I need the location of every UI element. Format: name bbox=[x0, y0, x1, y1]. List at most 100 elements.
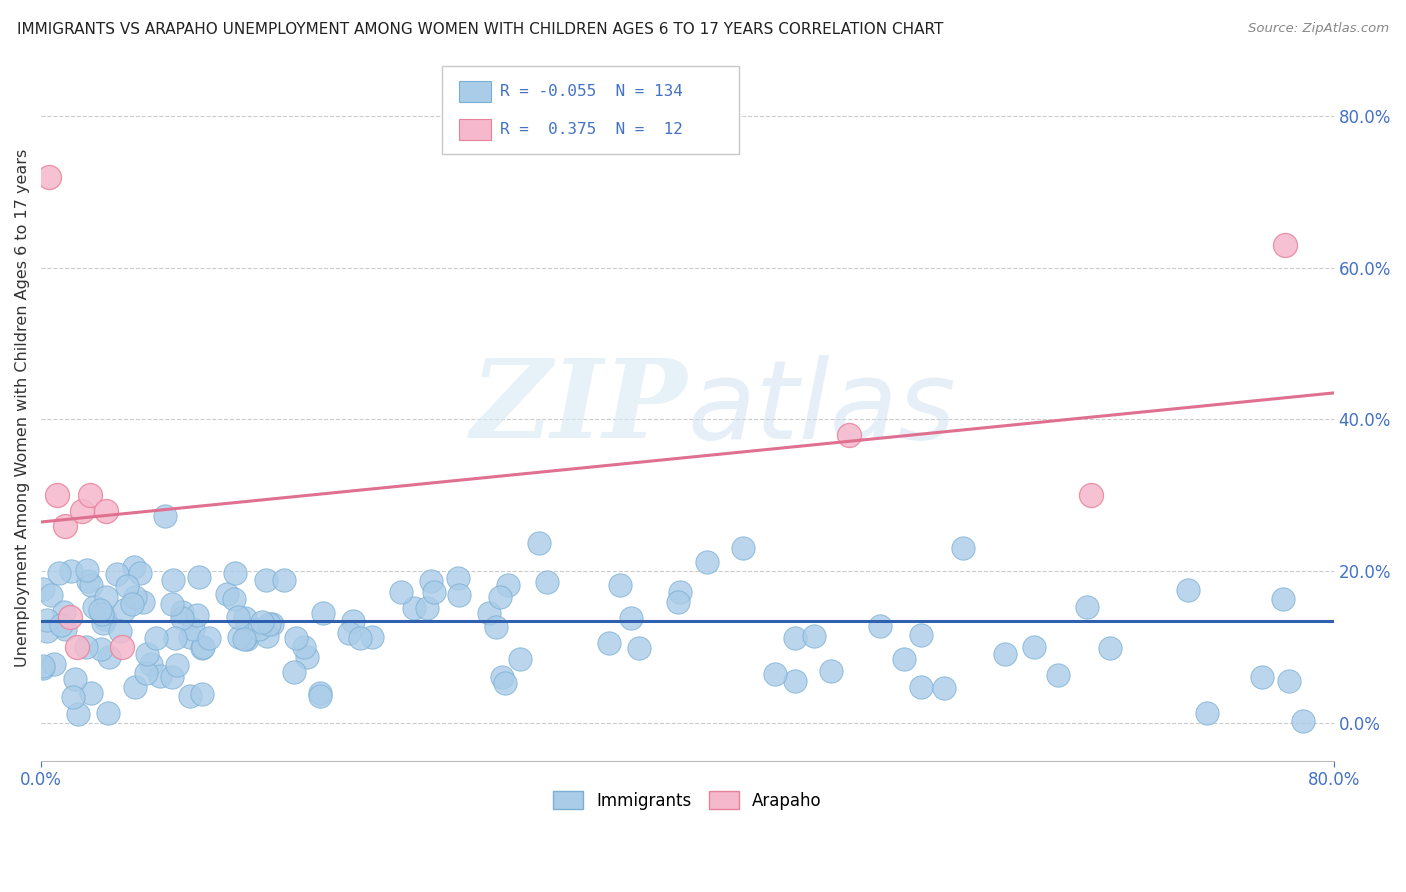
Point bbox=[83, 599, 105, 614]
Point bbox=[478, 606, 501, 620]
Point bbox=[1271, 592, 1294, 607]
Point bbox=[498, 578, 520, 592]
Point bbox=[309, 690, 332, 704]
Point bbox=[181, 623, 204, 637]
Point bbox=[179, 630, 201, 644]
Point bbox=[80, 686, 103, 700]
Point bbox=[124, 680, 146, 694]
Point bbox=[162, 574, 184, 588]
Point bbox=[838, 427, 860, 442]
Point bbox=[309, 686, 332, 700]
Point bbox=[803, 629, 825, 643]
Point bbox=[420, 574, 443, 589]
Point bbox=[233, 631, 256, 645]
Point bbox=[391, 585, 413, 599]
Point bbox=[122, 560, 145, 574]
Point bbox=[485, 620, 508, 634]
Point bbox=[785, 631, 807, 645]
Point bbox=[491, 670, 513, 684]
Point bbox=[447, 588, 470, 602]
Point bbox=[124, 590, 146, 604]
Point bbox=[1197, 706, 1219, 720]
Text: ZIP: ZIP bbox=[471, 354, 688, 462]
Point bbox=[404, 601, 426, 615]
Point bbox=[70, 503, 93, 517]
Point bbox=[94, 591, 117, 605]
Point bbox=[361, 630, 384, 644]
Text: IMMIGRANTS VS ARAPAHO UNEMPLOYMENT AMONG WOMEN WITH CHILDREN AGES 6 TO 17 YEARS : IMMIGRANTS VS ARAPAHO UNEMPLOYMENT AMONG… bbox=[17, 22, 943, 37]
Point bbox=[77, 574, 100, 588]
Point bbox=[145, 631, 167, 645]
Point bbox=[731, 541, 754, 555]
Point bbox=[108, 624, 131, 638]
Point bbox=[254, 573, 277, 587]
Point bbox=[217, 587, 239, 601]
Point bbox=[91, 607, 114, 621]
Point bbox=[228, 630, 250, 644]
Point bbox=[233, 611, 256, 625]
Point bbox=[148, 669, 170, 683]
Point bbox=[488, 590, 510, 604]
Point bbox=[247, 622, 270, 636]
Point bbox=[105, 566, 128, 581]
Point bbox=[94, 612, 117, 626]
Point bbox=[284, 631, 307, 645]
Point bbox=[188, 570, 211, 584]
Point bbox=[160, 670, 183, 684]
Point bbox=[1278, 673, 1301, 688]
Point bbox=[447, 571, 470, 585]
Point bbox=[509, 652, 531, 666]
Point bbox=[820, 664, 842, 678]
Point bbox=[620, 610, 643, 624]
Point bbox=[62, 690, 84, 705]
Point bbox=[191, 688, 214, 702]
Point bbox=[536, 574, 558, 589]
Point bbox=[666, 595, 689, 609]
Point bbox=[53, 622, 76, 636]
Point bbox=[98, 650, 121, 665]
Point bbox=[627, 640, 650, 655]
Point bbox=[337, 626, 360, 640]
Point bbox=[910, 680, 932, 694]
Point bbox=[135, 666, 157, 681]
Point bbox=[1099, 641, 1122, 656]
Point bbox=[893, 651, 915, 665]
Point bbox=[232, 632, 254, 646]
Point bbox=[79, 488, 101, 502]
Text: atlas: atlas bbox=[688, 355, 956, 461]
Point bbox=[295, 650, 318, 665]
Point bbox=[39, 588, 62, 602]
Point bbox=[416, 601, 439, 615]
Point bbox=[162, 597, 184, 611]
Point bbox=[66, 707, 89, 722]
Point bbox=[49, 617, 72, 632]
Point bbox=[53, 518, 76, 533]
Point bbox=[598, 635, 620, 649]
Point bbox=[952, 541, 974, 555]
Point bbox=[38, 169, 60, 184]
Point bbox=[89, 603, 111, 617]
Point bbox=[1274, 238, 1296, 252]
Point bbox=[128, 566, 150, 581]
Point bbox=[46, 488, 69, 502]
Point bbox=[1022, 640, 1045, 654]
Point bbox=[94, 503, 117, 517]
Point bbox=[90, 642, 112, 657]
Point bbox=[59, 564, 82, 578]
Point bbox=[136, 648, 159, 662]
Point bbox=[224, 566, 246, 581]
Point bbox=[91, 615, 114, 630]
Point bbox=[141, 657, 163, 671]
Point bbox=[259, 617, 281, 632]
Point bbox=[198, 631, 221, 645]
Point bbox=[260, 617, 283, 632]
Y-axis label: Unemployment Among Women with Children Ages 6 to 17 years: Unemployment Among Women with Children A… bbox=[15, 149, 30, 667]
FancyBboxPatch shape bbox=[458, 119, 491, 140]
Point bbox=[76, 563, 98, 577]
Text: Source: ZipAtlas.com: Source: ZipAtlas.com bbox=[1249, 22, 1389, 36]
Point bbox=[494, 675, 516, 690]
Point bbox=[696, 556, 718, 570]
Point bbox=[53, 606, 76, 620]
Point bbox=[59, 610, 82, 624]
Point bbox=[273, 573, 295, 587]
